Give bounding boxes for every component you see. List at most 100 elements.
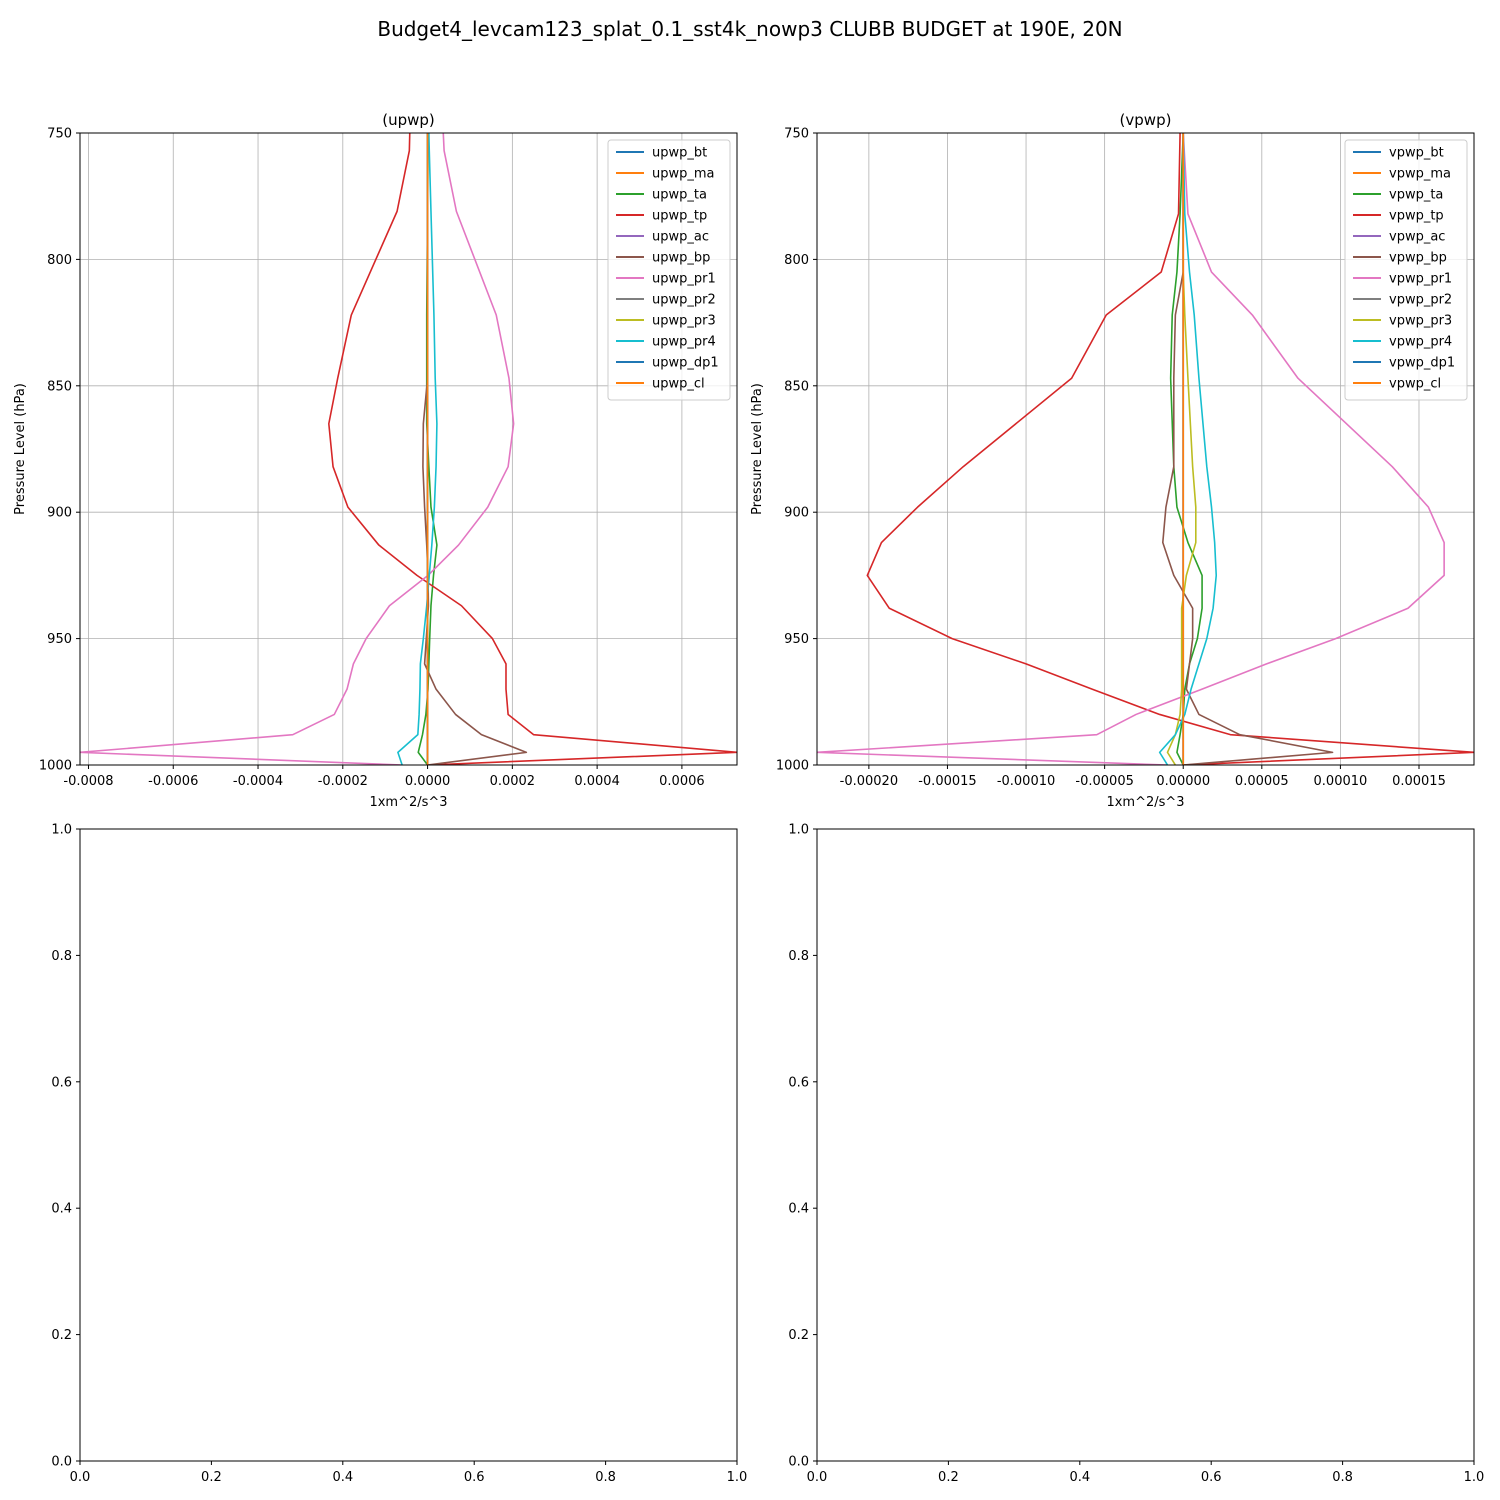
y-tick-label: 850 xyxy=(784,379,809,394)
axes-frame xyxy=(816,132,1475,766)
legend-label: vpwp_ta xyxy=(1389,188,1443,203)
legend-label: vpwp_pr3 xyxy=(1389,314,1452,329)
axes-frame xyxy=(816,828,1475,1462)
y-tick-label: 1.0 xyxy=(788,823,809,838)
legend-label: vpwp_pr1 xyxy=(1389,272,1452,287)
y-tick-label: 750 xyxy=(784,127,809,142)
x-tick-label: -0.00005 xyxy=(1075,774,1133,789)
y-tick-label: 0.6 xyxy=(788,1075,809,1090)
legend-label: vpwp_pr2 xyxy=(1389,293,1452,308)
axes-frame xyxy=(79,828,738,1462)
x-axis-label: 1xm^2/s^3 xyxy=(369,795,447,810)
y-tick-label: 1.0 xyxy=(51,823,72,838)
legend-label: vpwp_tp xyxy=(1389,209,1444,224)
series-line-vpwp_pr3 xyxy=(1166,133,1197,765)
x-tick-label: 0.8 xyxy=(1332,1470,1353,1485)
x-tick-label: 0.6 xyxy=(1201,1470,1222,1485)
legend-label: upwp_pr4 xyxy=(652,335,716,350)
y-tick-label: 0.4 xyxy=(788,1202,809,1217)
y-tick-label: 850 xyxy=(47,379,72,394)
series-line-upwp_tp xyxy=(328,133,737,765)
y-tick-label: 950 xyxy=(784,632,809,647)
legend-label: vpwp_ma xyxy=(1389,167,1451,182)
y-tick-label: 800 xyxy=(47,253,72,268)
y-tick-label: 950 xyxy=(47,632,72,647)
legend-label: vpwp_dp1 xyxy=(1389,356,1455,371)
legend-label: upwp_ac xyxy=(652,230,709,245)
y-tick-label: 0.8 xyxy=(788,949,809,964)
subplot-2: -0.00020 -0.00015 -0.00010 -0.00005 0.00000 0… xyxy=(750,111,1475,810)
legend-label: upwp_bt xyxy=(652,146,707,161)
x-tick-label: -0.0006 xyxy=(148,774,198,789)
x-tick-label: 0.0 xyxy=(807,1470,828,1485)
x-tick-label: 0.4 xyxy=(1069,1470,1090,1485)
x-tick-label: 0.0 xyxy=(70,1470,91,1485)
x-tick-label: -0.00020 xyxy=(840,774,898,789)
legend-box xyxy=(1344,139,1468,401)
x-tick-label: -0.0002 xyxy=(318,774,368,789)
x-tick-label: -0.00010 xyxy=(997,774,1055,789)
legend-label: upwp_pr3 xyxy=(652,314,716,329)
subplot-title: (upwp) xyxy=(382,111,435,129)
legend-label: vpwp_pr4 xyxy=(1389,335,1452,350)
legend-label: upwp_pr1 xyxy=(652,272,716,287)
series-line-vpwp_bp xyxy=(1161,133,1334,765)
y-tick-label: 0.6 xyxy=(51,1075,72,1090)
y-tick-label: 900 xyxy=(47,506,72,521)
y-axis-label: Pressure Level (hPa) xyxy=(13,383,28,515)
x-tick-label: 0.00015 xyxy=(1392,774,1446,789)
legend-label: upwp_tp xyxy=(652,209,707,224)
x-tick-label: 0.0006 xyxy=(659,774,705,789)
legend-box xyxy=(607,139,731,401)
figure-suptitle: Budget4_levcam123_splat_0.1_sst4k_nowp3 … xyxy=(377,17,1122,41)
x-tick-label: 1.0 xyxy=(727,1470,748,1485)
series-lines xyxy=(80,133,737,765)
y-tick-label: 0.0 xyxy=(51,1455,72,1470)
legend-label: upwp_bp xyxy=(652,251,710,266)
x-tick-label: -0.0004 xyxy=(233,774,283,789)
legend-label: vpwp_bp xyxy=(1389,251,1447,266)
legend-label: vpwp_bt xyxy=(1389,146,1444,161)
subplot-title: (vpwp) xyxy=(1120,111,1172,129)
y-tick-label: 0.2 xyxy=(51,1328,72,1343)
x-tick-label: 1.0 xyxy=(1464,1470,1485,1485)
legend-label: upwp_ta xyxy=(652,188,707,203)
series-line-upwp_pr1 xyxy=(80,133,515,765)
x-tick-label: 0.00005 xyxy=(1235,774,1289,789)
y-tick-label: 0.4 xyxy=(51,1202,72,1217)
x-tick-label: 0.0002 xyxy=(490,774,536,789)
y-tick-label: 0.0 xyxy=(788,1455,809,1470)
x-tick-label: 0.4 xyxy=(332,1470,353,1485)
y-tick-label: 800 xyxy=(784,253,809,268)
subplot-3: 0.0 0.2 0.4 0.6 0.8 1.0 0.0 0.2 0.4 0.6 0.8 1.0 xyxy=(51,823,747,1486)
x-tick-label: -0.00015 xyxy=(918,774,976,789)
y-tick-label: 1000 xyxy=(39,759,72,774)
legend-label: vpwp_cl xyxy=(1389,377,1441,392)
y-tick-label: 0.8 xyxy=(51,949,72,964)
y-tick-label: 900 xyxy=(784,506,809,521)
y-tick-label: 1000 xyxy=(776,759,809,774)
x-tick-label: 0.8 xyxy=(595,1470,616,1485)
x-tick-label: 0.0004 xyxy=(574,774,620,789)
x-tick-label: 0.0000 xyxy=(405,774,451,789)
legend-label: upwp_pr2 xyxy=(652,293,716,308)
series-line-upwp_pr4 xyxy=(397,133,438,765)
y-tick-label: 0.2 xyxy=(788,1328,809,1343)
y-tick-label: 750 xyxy=(47,127,72,142)
legend-label: upwp_ma xyxy=(652,167,715,182)
x-axis-label: 1xm^2/s^3 xyxy=(1106,795,1184,810)
series-line-vpwp_pr4 xyxy=(1158,133,1218,765)
axes-frame xyxy=(79,132,738,766)
legend-label: vpwp_ac xyxy=(1389,230,1445,245)
legend-label: upwp_dp1 xyxy=(652,356,719,371)
x-tick-label: 0.00010 xyxy=(1314,774,1368,789)
y-axis-label: Pressure Level (hPa) xyxy=(750,383,765,515)
series-lines xyxy=(817,133,1474,765)
subplot-4: 0.0 0.2 0.4 0.6 0.8 1.0 0.0 0.2 0.4 0.6 0.8 1.0 xyxy=(788,823,1484,1486)
x-tick-label: 0.6 xyxy=(464,1470,485,1485)
subplot-1: -0.0008 -0.0006 -0.0004 -0.0002 0.0000 0.0002… xyxy=(13,111,738,810)
series-line-vpwp_pr1 xyxy=(817,133,1445,765)
x-tick-label: 0.2 xyxy=(938,1470,959,1485)
